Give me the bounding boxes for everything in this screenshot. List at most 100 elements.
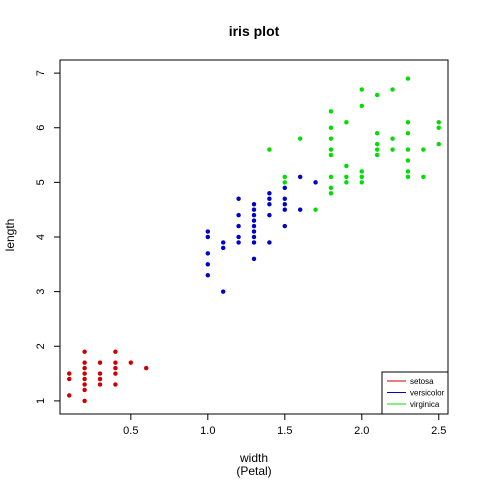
x-tick-label: 0.5 — [123, 425, 138, 437]
x-tick-label: 2.0 — [354, 425, 369, 437]
data-point-versicolor — [282, 185, 288, 191]
data-point-versicolor — [251, 234, 257, 240]
y-tick-label: 3 — [35, 289, 47, 295]
data-point-virginica — [328, 191, 334, 196]
data-point-virginica — [405, 147, 411, 152]
data-point-setosa — [128, 360, 134, 365]
data-point-versicolor — [220, 289, 226, 294]
legend-label-versicolor: versicolor — [410, 389, 445, 398]
data-point-setosa — [97, 382, 103, 387]
data-point-virginica — [344, 120, 349, 125]
data-point-virginica — [328, 185, 334, 191]
data-point-versicolor — [236, 212, 241, 218]
data-point-versicolor — [267, 201, 272, 207]
data-point-versicolor — [236, 196, 241, 202]
data-point-virginica — [436, 141, 442, 147]
data-point-virginica — [267, 147, 272, 152]
data-point-virginica — [405, 158, 411, 163]
data-point-setosa — [113, 349, 118, 354]
data-point-versicolor — [282, 223, 288, 229]
data-point-versicolor — [251, 240, 257, 245]
data-point-setosa — [82, 371, 87, 376]
data-point-virginica — [359, 169, 365, 174]
data-point-versicolor — [220, 245, 226, 251]
data-point-versicolor — [205, 229, 211, 234]
data-point-setosa — [113, 360, 118, 365]
data-point-virginica — [328, 125, 334, 130]
data-point-versicolor — [205, 234, 211, 240]
data-point-virginica — [344, 163, 349, 169]
data-point-virginica — [374, 152, 380, 158]
data-point-versicolor — [282, 196, 288, 202]
data-point-virginica — [421, 174, 426, 180]
data-point-setosa — [82, 349, 87, 354]
data-point-virginica — [328, 109, 334, 114]
data-point-setosa — [113, 382, 118, 387]
data-point-versicolor — [205, 251, 211, 256]
data-point-virginica — [390, 87, 395, 92]
data-point-virginica — [405, 169, 411, 174]
data-point-virginica — [297, 136, 303, 141]
data-point-virginica — [405, 174, 411, 180]
y-tick-label: 4 — [35, 234, 47, 240]
data-point-versicolor — [267, 196, 272, 202]
data-point-versicolor — [251, 207, 257, 212]
data-point-virginica — [328, 136, 334, 141]
data-point-versicolor — [236, 240, 241, 245]
x-tick-label: 1.5 — [277, 425, 292, 437]
data-point-setosa — [82, 387, 87, 393]
data-point-versicolor — [313, 180, 318, 185]
y-axis-label: length — [3, 219, 17, 252]
data-point-versicolor — [251, 218, 257, 223]
data-point-virginica — [390, 136, 395, 141]
data-point-virginica — [390, 147, 395, 152]
data-point-setosa — [82, 398, 87, 404]
data-point-versicolor — [251, 256, 257, 262]
data-point-versicolor — [236, 223, 241, 229]
data-point-setosa — [66, 376, 72, 382]
x-tick-label: 1.0 — [200, 425, 215, 437]
data-point-virginica — [374, 147, 380, 152]
data-point-virginica — [436, 120, 442, 125]
data-point-setosa — [66, 371, 72, 376]
data-point-setosa — [97, 360, 103, 365]
x-tick-label: 2.5 — [431, 425, 446, 437]
data-point-versicolor — [251, 223, 257, 229]
data-point-versicolor — [205, 262, 211, 267]
data-point-virginica — [421, 147, 426, 152]
data-point-versicolor — [236, 234, 241, 240]
data-point-setosa — [143, 365, 149, 371]
data-point-versicolor — [297, 207, 303, 212]
data-point-setosa — [113, 371, 118, 376]
data-point-virginica — [359, 180, 365, 185]
data-point-versicolor — [251, 229, 257, 234]
data-point-virginica — [328, 152, 334, 158]
data-point-virginica — [344, 174, 349, 180]
chart-title: iris plot — [229, 23, 280, 39]
y-tick-label: 2 — [35, 343, 47, 349]
data-point-virginica — [405, 120, 411, 125]
data-point-setosa — [97, 371, 103, 376]
data-point-virginica — [359, 87, 365, 92]
data-point-setosa — [113, 365, 118, 371]
data-point-virginica — [405, 130, 411, 136]
data-point-versicolor — [205, 272, 211, 278]
plot-layer: 0.5 1.0 1.5 2.0 2.5 1 2 3 4 5 6 7 setosa versicolor vi… — [35, 59, 449, 437]
y-tick-label: 1 — [35, 398, 47, 404]
data-point-setosa — [82, 382, 87, 387]
data-point-versicolor — [282, 201, 288, 207]
x-axis-label-sub: (Petal) — [236, 464, 271, 478]
data-point-virginica — [374, 141, 380, 147]
data-point-virginica — [374, 130, 380, 136]
data-point-setosa — [97, 376, 103, 382]
x-axis-label: width — [239, 451, 268, 465]
data-point-virginica — [344, 180, 349, 185]
y-tick-label: 5 — [35, 179, 47, 185]
data-point-virginica — [328, 174, 334, 180]
data-point-versicolor — [267, 240, 272, 245]
data-point-versicolor — [282, 207, 288, 212]
legend-label-virginica: virginica — [410, 400, 440, 409]
data-point-versicolor — [297, 174, 303, 180]
data-point-versicolor — [220, 240, 226, 245]
